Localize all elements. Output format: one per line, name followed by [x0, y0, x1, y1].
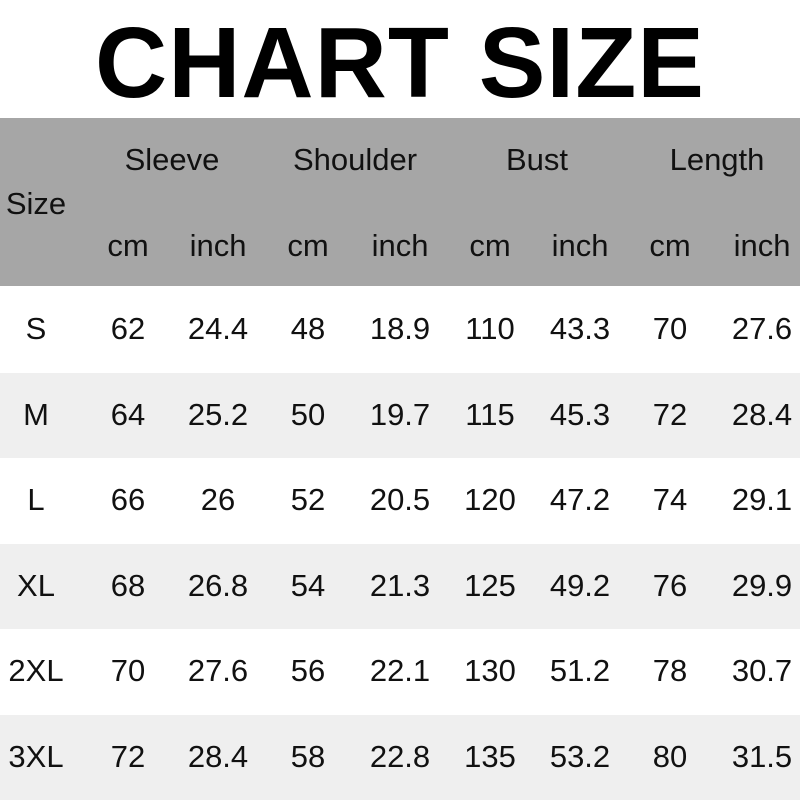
table-cell: 25.2: [187, 396, 249, 432]
table-cell: 120: [464, 482, 516, 517]
size-cell: 2XL: [8, 653, 64, 688]
table-cell: 51.2: [549, 653, 611, 688]
table-cell: 125: [464, 567, 516, 603]
table-cell: 21.3: [369, 567, 431, 603]
table-cell: 66: [110, 482, 146, 517]
unit-header: cm: [107, 228, 149, 263]
unit-header: inch: [371, 228, 429, 263]
table-cell: 130: [464, 653, 516, 688]
group-header-sleeve: Sleeve: [124, 142, 220, 177]
table-cell: 29.9: [731, 567, 793, 603]
group-header-bust: Bust: [505, 142, 569, 177]
table-cell: 70: [110, 653, 146, 688]
table-cell: 56: [290, 653, 326, 688]
unit-header: inch: [551, 228, 609, 263]
table-cell: 135: [464, 738, 516, 774]
table-cell: 76: [652, 567, 688, 603]
table-cell: 62: [110, 311, 146, 346]
table-cell: 43.3: [549, 311, 611, 346]
size-cell: 3XL: [8, 738, 64, 774]
unit-header: cm: [469, 228, 511, 263]
size-cell: S: [25, 311, 47, 346]
group-header-shoulder: Shoulder: [292, 142, 418, 177]
table-cell: 45.3: [549, 396, 611, 432]
unit-header: inch: [189, 228, 247, 263]
table-cell: 72: [652, 396, 688, 432]
table-cell: 27.6: [731, 311, 793, 346]
table-cell: 68: [110, 567, 146, 603]
table-cell: 28.4: [731, 396, 793, 432]
size-cell: L: [27, 482, 45, 517]
table-row: XL 68 26.8 54 21.3 125 49.2 76 29.9: [0, 543, 800, 629]
unit-header: inch: [733, 228, 791, 263]
table-cell: 110: [465, 311, 515, 346]
table-cell: 30.7: [731, 653, 793, 688]
size-cell: XL: [17, 567, 55, 603]
size-column-header: Size: [5, 186, 67, 221]
unit-header: cm: [649, 228, 691, 263]
table-cell: 53.2: [549, 738, 611, 774]
table-cell: 72: [110, 738, 146, 774]
table-cell: 26.8: [187, 567, 249, 603]
table-cell: 27.6: [187, 653, 249, 688]
table-cell: 28.4: [187, 738, 249, 774]
table-cell: 64: [110, 396, 146, 432]
table-cell: 19.7: [369, 396, 431, 432]
table-cell: 20.5: [369, 482, 431, 517]
table-cell: 74: [652, 482, 688, 517]
table-cell: 29.1: [731, 482, 793, 517]
table-row: L 66 26 52 20.5 120 47.2 74 29.1: [0, 458, 800, 543]
table-cell: 48: [290, 311, 326, 346]
table-cell: 50: [290, 396, 326, 432]
group-header-length: Length: [669, 142, 765, 177]
page-title: CHART SIZE: [95, 7, 705, 119]
table-cell: 58: [290, 738, 326, 774]
table-cell: 24.4: [187, 311, 249, 346]
table-cell: 22.8: [369, 738, 431, 774]
table-cell: 70: [652, 311, 688, 346]
unit-header: cm: [287, 228, 329, 263]
table-row: M 64 25.2 50 19.7 115 45.3 72 28.4: [0, 372, 800, 458]
table-header: Size Sleeve Shoulder Bust Length cm inch cm inc…: [0, 118, 800, 286]
table-row: 3XL 72 28.4 58 22.8 135 53.2 80 31.5: [0, 714, 800, 800]
table-cell: 31.5: [731, 738, 793, 774]
table-cell: 18.9: [369, 311, 431, 346]
table-cell: 78: [652, 653, 688, 688]
table-cell: 115: [465, 396, 515, 432]
table-cell: 22.1: [369, 653, 431, 688]
table-cell: 49.2: [549, 567, 611, 603]
table-cell: 54: [290, 567, 326, 603]
table-cell: 26: [200, 482, 236, 517]
table-cell: 80: [652, 738, 688, 774]
table-row: 2XL 70 27.6 56 22.1 130 51.2 78 30.7: [0, 629, 800, 714]
table-cell: 52: [290, 482, 326, 517]
size-cell: M: [23, 396, 49, 432]
table-row: S 62 24.4 48 18.9 110 43.3 70 27.6: [0, 287, 800, 372]
table-cell: 47.2: [549, 482, 611, 517]
